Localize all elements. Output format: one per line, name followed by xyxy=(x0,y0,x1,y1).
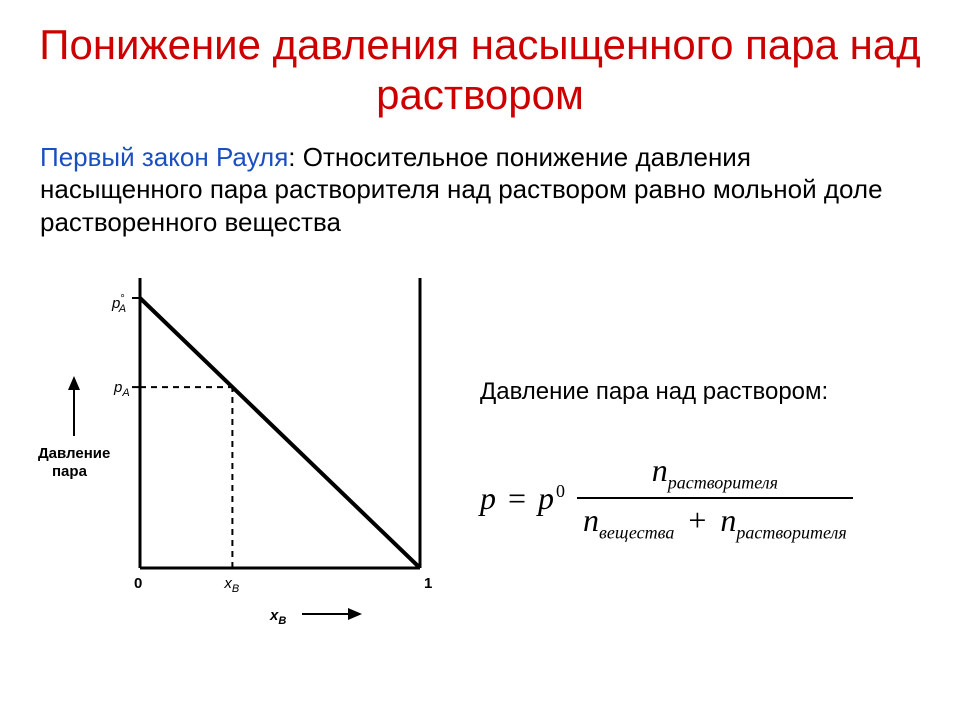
formula-p0: p0 xyxy=(538,480,565,517)
svg-text:xB: xB xyxy=(223,575,239,595)
formula-lhs: p xyxy=(480,480,496,517)
svg-text:Давление: Давление xyxy=(38,445,110,462)
svg-text:1: 1 xyxy=(424,575,432,592)
svg-text:xB: xB xyxy=(269,607,286,627)
pressure-chart: 0 1 xB p°A pA Давлениепара xB xyxy=(30,258,450,638)
fraction-denominator: nвещества + nрастворителя xyxy=(577,501,853,545)
formula-fraction: nрастворителя nвещества + nрастворителя xyxy=(577,451,853,545)
fraction-bar xyxy=(577,497,853,499)
formula: p = p0 nрастворителя nвещества + nраство… xyxy=(480,451,940,545)
formula-caption: Давление пара над раствором: xyxy=(480,378,940,406)
chart-svg: 0 1 xB p°A pA Давлениепара xB xyxy=(30,258,450,638)
svg-text:0: 0 xyxy=(134,575,142,592)
formula-eq: = xyxy=(508,480,526,517)
law-name: Первый закон Рауля xyxy=(40,142,288,172)
svg-text:пара: пара xyxy=(52,463,88,480)
den-plus: + xyxy=(688,502,706,538)
formula-sup: 0 xyxy=(556,481,565,501)
den-sub2: растворителя xyxy=(736,523,846,543)
num-n: n xyxy=(652,452,668,488)
slide-title: Понижение давления насыщенного пара над … xyxy=(0,0,960,131)
svg-text:p°A: p°A xyxy=(111,293,126,315)
fraction-numerator: nрастворителя xyxy=(646,451,784,495)
formula-block: Давление пара над раствором: p = p0 nрас… xyxy=(480,378,940,545)
den-n2: n xyxy=(720,502,736,538)
den-sub1: вещества xyxy=(599,523,674,543)
svg-text:pA: pA xyxy=(113,379,130,399)
num-sub: растворителя xyxy=(668,473,778,493)
content-area: 0 1 xB p°A pA Давлениепара xB Давление пара на… xyxy=(0,248,960,678)
law-paragraph: Первый закон Рауля: Относительное пониже… xyxy=(0,131,960,249)
formula-p: p xyxy=(538,480,554,516)
den-n1: n xyxy=(583,502,599,538)
